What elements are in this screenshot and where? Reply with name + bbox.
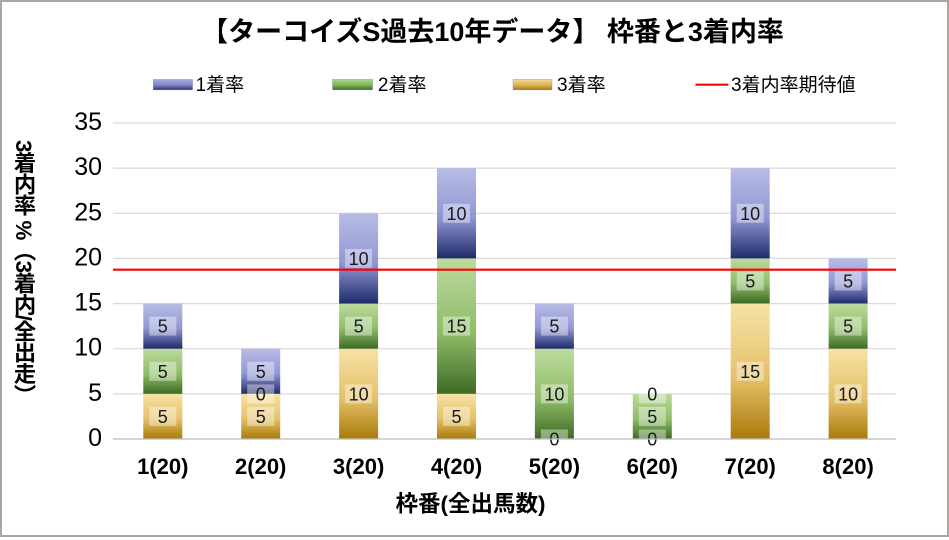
svg-text:3(20): 3(20): [333, 454, 384, 479]
svg-text:10: 10: [74, 334, 102, 362]
svg-text:3着内率期待値: 3着内率期待値: [731, 74, 856, 96]
svg-text:7(20): 7(20): [725, 454, 776, 479]
svg-text:5: 5: [256, 362, 266, 382]
svg-text:25: 25: [74, 198, 102, 226]
svg-text:2着率: 2着率: [378, 74, 427, 96]
svg-text:10: 10: [740, 204, 760, 224]
svg-text:3着率: 3着率: [557, 74, 606, 96]
svg-text:6(20): 6(20): [627, 454, 678, 479]
svg-text:5: 5: [451, 407, 461, 427]
svg-text:5: 5: [745, 272, 755, 292]
svg-text:10: 10: [349, 384, 369, 404]
svg-text:0: 0: [88, 424, 102, 452]
svg-text:10: 10: [349, 249, 369, 269]
svg-text:30: 30: [74, 153, 102, 181]
svg-text:5: 5: [843, 317, 853, 337]
svg-text:枠番(全出馬数): 枠番(全出馬数): [396, 492, 546, 517]
svg-text:5: 5: [354, 317, 364, 337]
svg-text:5: 5: [158, 407, 168, 427]
svg-text:5: 5: [256, 407, 266, 427]
svg-text:5: 5: [158, 317, 168, 337]
svg-text:5: 5: [549, 317, 559, 337]
svg-text:0: 0: [647, 384, 657, 404]
svg-text:0: 0: [256, 384, 266, 404]
svg-text:1着率: 1着率: [196, 74, 245, 96]
svg-text:1(20): 1(20): [137, 454, 188, 479]
svg-text:10: 10: [544, 384, 564, 404]
svg-text:5: 5: [158, 362, 168, 382]
svg-text:2(20): 2(20): [235, 454, 286, 479]
svg-text:5: 5: [647, 407, 657, 427]
svg-text:8(20): 8(20): [822, 454, 873, 479]
svg-text:5: 5: [843, 272, 853, 292]
svg-text:20: 20: [74, 243, 102, 271]
svg-text:15: 15: [740, 362, 760, 382]
svg-text:10: 10: [838, 384, 858, 404]
svg-text:15: 15: [446, 317, 466, 337]
svg-text:4(20): 4(20): [431, 454, 482, 479]
svg-text:15: 15: [74, 289, 102, 317]
svg-text:5(20): 5(20): [529, 454, 580, 479]
svg-text:10: 10: [446, 204, 466, 224]
svg-text:35: 35: [74, 108, 102, 136]
svg-text:5: 5: [88, 379, 102, 407]
